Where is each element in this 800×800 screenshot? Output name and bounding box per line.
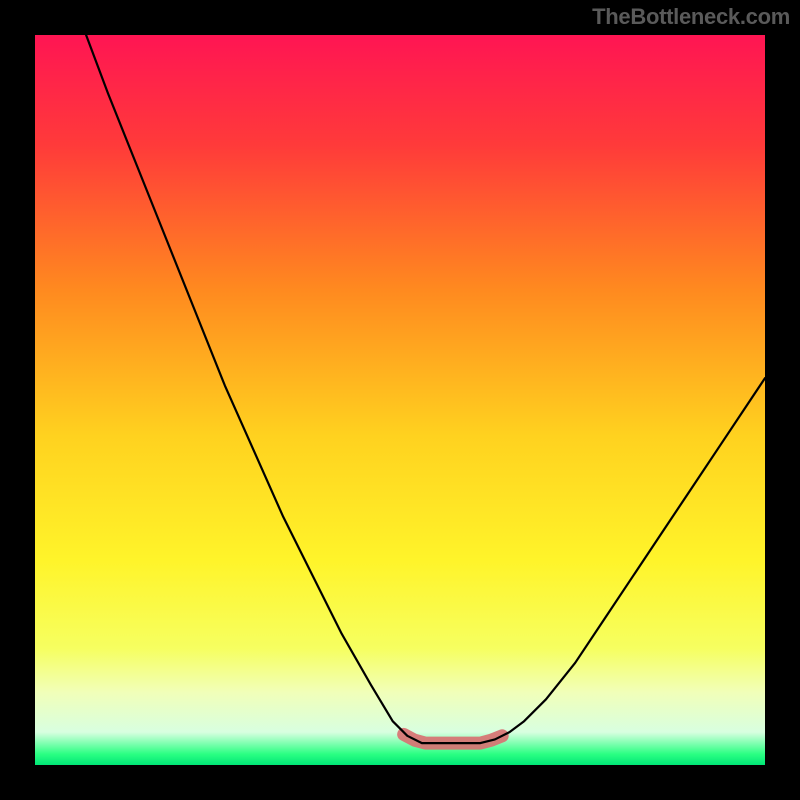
chart-svg bbox=[0, 0, 800, 800]
watermark-text: TheBottleneck.com bbox=[592, 4, 790, 30]
bottleneck-chart: TheBottleneck.com bbox=[0, 0, 800, 800]
